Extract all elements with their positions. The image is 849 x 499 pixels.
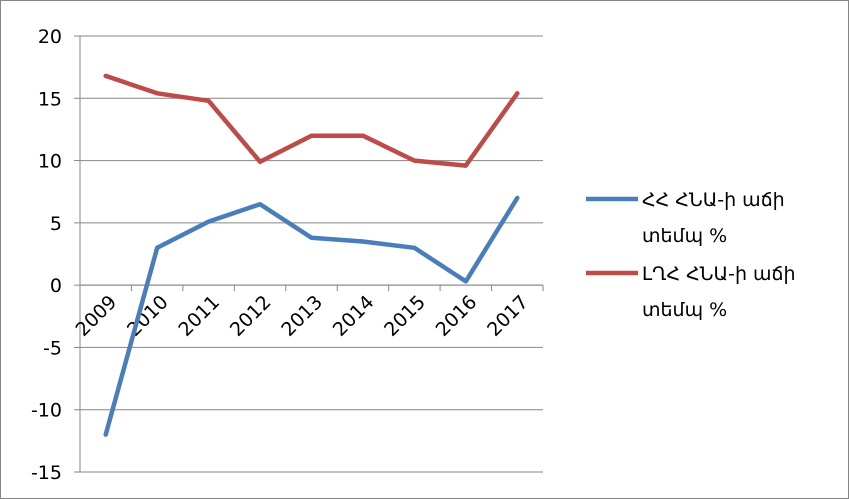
y-tick-label: -15 — [31, 462, 62, 484]
legend-label: տեմպ % — [642, 299, 727, 321]
series-line-2 — [103, 73, 520, 168]
y-tick-label: 10 — [38, 151, 62, 173]
y-tick-label: 5 — [50, 213, 62, 235]
y-axis-tick-labels: 20 15 10 5 0 -5 -10 -15 — [31, 26, 62, 484]
series-lines — [103, 73, 520, 437]
y-tick-label: -10 — [31, 400, 62, 422]
legend-label: տեմպ % — [642, 225, 727, 247]
series-line-1 — [103, 195, 520, 437]
legend-label: ԼՂՀ ՀՆԱ-ի աճի — [642, 263, 796, 285]
y-tick-label: -5 — [43, 337, 62, 359]
y-tick-label: 15 — [38, 88, 62, 110]
legend-label: ՀՀ ՀՆԱ-ի աճի — [642, 189, 785, 211]
y-tick-label: 20 — [38, 26, 62, 48]
legend: ՀՀ ՀՆԱ-ի աճի տեմպ % ԼՂՀ ՀՆԱ-ի աճի տեմպ % — [586, 189, 796, 321]
y-tick-label: 0 — [50, 275, 62, 297]
axes — [79, 36, 544, 472]
